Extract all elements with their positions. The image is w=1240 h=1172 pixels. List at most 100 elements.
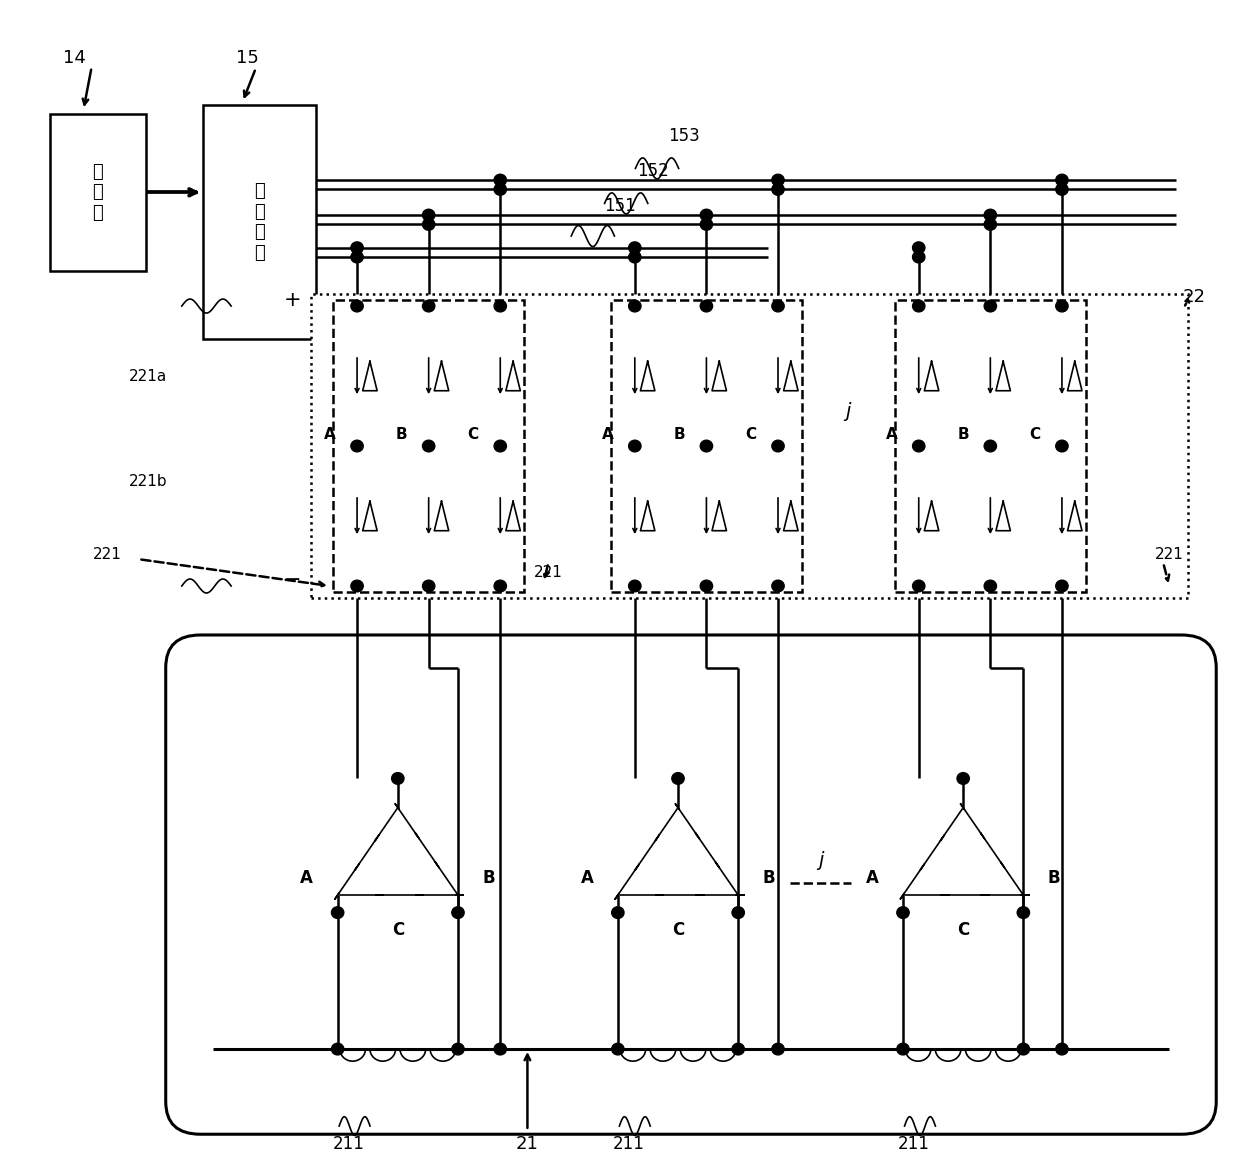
Bar (895, 300, 1086, 592)
Circle shape (629, 300, 641, 312)
Circle shape (351, 580, 363, 592)
Circle shape (771, 300, 784, 312)
Circle shape (771, 184, 784, 196)
Circle shape (423, 441, 435, 452)
Text: j: j (846, 402, 851, 421)
Circle shape (672, 772, 684, 784)
Text: A: A (601, 427, 614, 442)
Circle shape (1055, 580, 1068, 592)
Text: C: C (957, 921, 970, 939)
Circle shape (1055, 184, 1068, 196)
Text: C: C (745, 427, 756, 442)
Text: 221: 221 (1154, 547, 1184, 563)
Circle shape (913, 300, 925, 312)
Circle shape (897, 907, 909, 919)
Circle shape (701, 580, 713, 592)
Text: 221: 221 (93, 547, 123, 563)
Circle shape (494, 441, 506, 452)
Circle shape (494, 184, 506, 196)
Text: A: A (324, 427, 336, 442)
Text: 221a: 221a (129, 368, 167, 383)
Text: A: A (885, 427, 898, 442)
Text: 152: 152 (637, 162, 670, 179)
Circle shape (1055, 175, 1068, 186)
Text: 221b: 221b (129, 473, 167, 489)
Bar (311, 294, 1188, 598)
Circle shape (351, 300, 363, 312)
Circle shape (351, 241, 363, 253)
Circle shape (494, 1043, 506, 1055)
Circle shape (351, 441, 363, 452)
Text: 触
发
电
路: 触 发 电 路 (254, 182, 265, 263)
Circle shape (701, 218, 713, 230)
Bar (334, 300, 525, 592)
Circle shape (985, 300, 997, 312)
Circle shape (771, 175, 784, 186)
Text: 控
制
器: 控 制 器 (93, 163, 103, 223)
Circle shape (1017, 907, 1029, 919)
Circle shape (913, 251, 925, 263)
Text: A: A (866, 868, 879, 886)
Circle shape (611, 907, 624, 919)
Circle shape (1055, 300, 1068, 312)
Text: −: − (284, 570, 301, 591)
Circle shape (629, 580, 641, 592)
Text: 211: 211 (332, 1134, 365, 1152)
Text: B: B (673, 427, 684, 442)
Text: A: A (580, 868, 594, 886)
Circle shape (985, 210, 997, 220)
Circle shape (629, 241, 641, 253)
Circle shape (985, 441, 997, 452)
Text: 22: 22 (1183, 287, 1205, 306)
Circle shape (629, 441, 641, 452)
Circle shape (913, 441, 925, 452)
Circle shape (423, 210, 435, 220)
Circle shape (732, 907, 744, 919)
Text: 211: 211 (613, 1134, 645, 1152)
Text: B: B (763, 868, 775, 886)
Circle shape (423, 300, 435, 312)
Text: 151: 151 (604, 197, 636, 214)
Circle shape (771, 580, 784, 592)
Circle shape (392, 772, 404, 784)
Circle shape (985, 218, 997, 230)
Circle shape (423, 580, 435, 592)
Text: 211: 211 (898, 1134, 930, 1152)
Circle shape (351, 251, 363, 263)
Circle shape (1055, 441, 1068, 452)
Circle shape (957, 772, 970, 784)
Circle shape (701, 210, 713, 220)
Circle shape (494, 580, 506, 592)
Circle shape (897, 1043, 909, 1055)
Text: j: j (818, 851, 823, 870)
Text: B: B (1048, 868, 1060, 886)
Circle shape (701, 300, 713, 312)
Circle shape (913, 580, 925, 592)
Circle shape (771, 1043, 784, 1055)
Circle shape (629, 251, 641, 263)
Text: 221: 221 (534, 565, 563, 579)
Circle shape (494, 300, 506, 312)
Circle shape (1017, 1043, 1029, 1055)
Text: A: A (300, 868, 314, 886)
Circle shape (451, 1043, 464, 1055)
Text: 15: 15 (236, 48, 259, 67)
Circle shape (771, 441, 784, 452)
Bar (611, 300, 802, 592)
Circle shape (331, 1043, 343, 1055)
Text: C: C (467, 427, 479, 442)
Bar (203, 105, 316, 339)
Text: B: B (482, 868, 495, 886)
Text: C: C (392, 921, 404, 939)
Circle shape (1055, 1043, 1068, 1055)
Text: 153: 153 (668, 127, 701, 145)
Circle shape (913, 241, 925, 253)
Text: B: B (957, 427, 968, 442)
FancyBboxPatch shape (166, 635, 1216, 1134)
Text: 14: 14 (63, 48, 86, 67)
Text: +: + (284, 291, 301, 311)
Text: 21: 21 (516, 1134, 539, 1152)
Circle shape (985, 580, 997, 592)
Circle shape (701, 441, 713, 452)
Text: B: B (396, 427, 407, 442)
